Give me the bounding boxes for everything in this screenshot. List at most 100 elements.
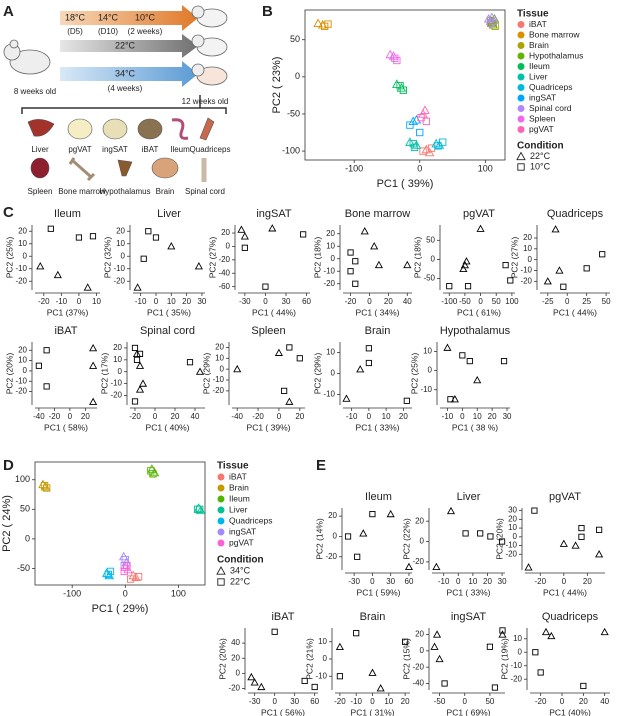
data-point	[498, 538, 506, 545]
legend-swatch	[517, 52, 525, 60]
panel-label: B	[262, 3, 273, 20]
data-point	[344, 533, 352, 540]
y-tick-label: 10	[116, 239, 125, 248]
x-axis-label: PC1 (40%)	[549, 707, 591, 716]
data-point	[53, 270, 62, 279]
x-tick-label: -40	[231, 412, 243, 421]
x-tick-label: -10	[350, 697, 362, 706]
y-tick-label: 10	[513, 634, 522, 643]
y-tick-label: 0	[23, 251, 28, 260]
y-axis-label: PC2 (20%)	[4, 353, 14, 395]
data-point	[578, 524, 585, 532]
x-tick-label: 0	[462, 697, 467, 706]
y-axis-label: PC2 (20%)	[217, 638, 227, 680]
y-tick-label: 0	[323, 654, 328, 663]
y-tick-label: -20	[15, 276, 27, 285]
x-axis-label: PC1 ( 31%)	[351, 707, 395, 716]
data-point	[83, 283, 92, 291]
x-tick-label: 0	[277, 412, 282, 421]
legend-swatch	[217, 517, 225, 525]
data-point	[486, 19, 495, 28]
legend-swatch	[217, 473, 225, 481]
legend-swatch	[217, 506, 225, 514]
temp-label: 22°C	[115, 40, 136, 50]
data-point	[123, 561, 131, 570]
data-point	[134, 573, 143, 581]
x-tick-label: -10	[438, 577, 450, 586]
data-point	[250, 678, 259, 686]
y-axis-label: PC2 (17%)	[99, 353, 109, 395]
x-tick-label: 30	[503, 412, 512, 421]
tissue-label: pgVAT	[68, 145, 91, 154]
data-point	[403, 397, 410, 404]
x-tick-label: -20	[535, 577, 547, 586]
legend-label: Spleen	[529, 113, 556, 123]
data-point	[391, 54, 399, 62]
x-tick-label: -30	[239, 297, 251, 306]
data-point	[257, 682, 266, 691]
y-tick-label: -10	[110, 379, 122, 388]
y-tick-label: -20	[520, 276, 532, 285]
plot-frame	[34, 461, 206, 586]
legend-label: Brain	[529, 40, 549, 50]
y-tick-label: 0	[25, 533, 30, 543]
data-point	[233, 364, 242, 373]
y-tick-label: 50	[426, 235, 435, 244]
data-point	[335, 642, 344, 651]
legend-swatch	[216, 566, 226, 575]
temp-label: 14°C	[98, 12, 119, 22]
age-label: 8 weeks old	[14, 87, 56, 96]
data-point	[543, 277, 552, 285]
y-tick-label: 50	[290, 34, 300, 44]
data-point	[352, 258, 359, 265]
panel-label: E	[316, 457, 326, 474]
data-point	[271, 628, 278, 635]
data-point	[374, 260, 383, 269]
x-axis-label: PC1 ( 44%)	[543, 587, 587, 597]
y-tick-label: 0	[226, 242, 231, 251]
y-tick-label: 0	[420, 646, 425, 655]
data-point	[499, 627, 506, 634]
y-tick-label: 20	[415, 516, 424, 525]
y-tick-label: -10	[323, 390, 335, 399]
data-point	[459, 352, 466, 359]
y-tick-label: -10	[323, 266, 335, 275]
data-point	[354, 553, 361, 560]
y-tick-label: 10	[318, 637, 327, 646]
x-tick-label: 0	[370, 577, 375, 586]
chart-title: ingSAT	[451, 611, 487, 623]
panel-label: D	[3, 457, 14, 474]
x-tick-label: 30	[282, 297, 291, 306]
data-point	[419, 147, 427, 155]
y-tick-label: -20	[228, 684, 240, 693]
x-tick-label: 20	[583, 577, 592, 586]
panel-a: A 18°C 14°C 10°C (D5) (D10) (2 weeks) 22…	[3, 3, 230, 196]
y-tick-label: 0	[420, 537, 425, 546]
data-point	[89, 397, 98, 405]
x-tick-label: 100	[505, 297, 519, 306]
data-point	[136, 350, 144, 357]
data-point	[89, 361, 98, 369]
x-tick-label: 50	[492, 297, 501, 306]
x-tick-label: 0	[560, 697, 565, 706]
data-point	[402, 638, 409, 645]
data-point	[406, 121, 414, 129]
y-tick-label: -20	[510, 674, 522, 683]
y-tick-label: 10	[18, 356, 27, 365]
legend-swatch	[517, 21, 525, 28]
x-tick-label: 20	[171, 412, 180, 421]
data-point	[500, 358, 508, 365]
y-axis-label: PC2 (18%)	[312, 237, 322, 279]
chart-title: pgVAT	[463, 208, 495, 220]
data-point	[336, 673, 343, 680]
x-tick-label: -10	[56, 297, 68, 306]
data-point	[342, 394, 351, 402]
data-point	[443, 343, 452, 351]
x-tick-label: 0	[123, 588, 128, 598]
data-point	[477, 530, 484, 537]
data-point	[135, 361, 145, 369]
y-tick-label: -60	[218, 282, 230, 291]
data-point	[551, 225, 560, 233]
data-point	[462, 530, 469, 537]
day-label: (D5)	[67, 27, 83, 36]
